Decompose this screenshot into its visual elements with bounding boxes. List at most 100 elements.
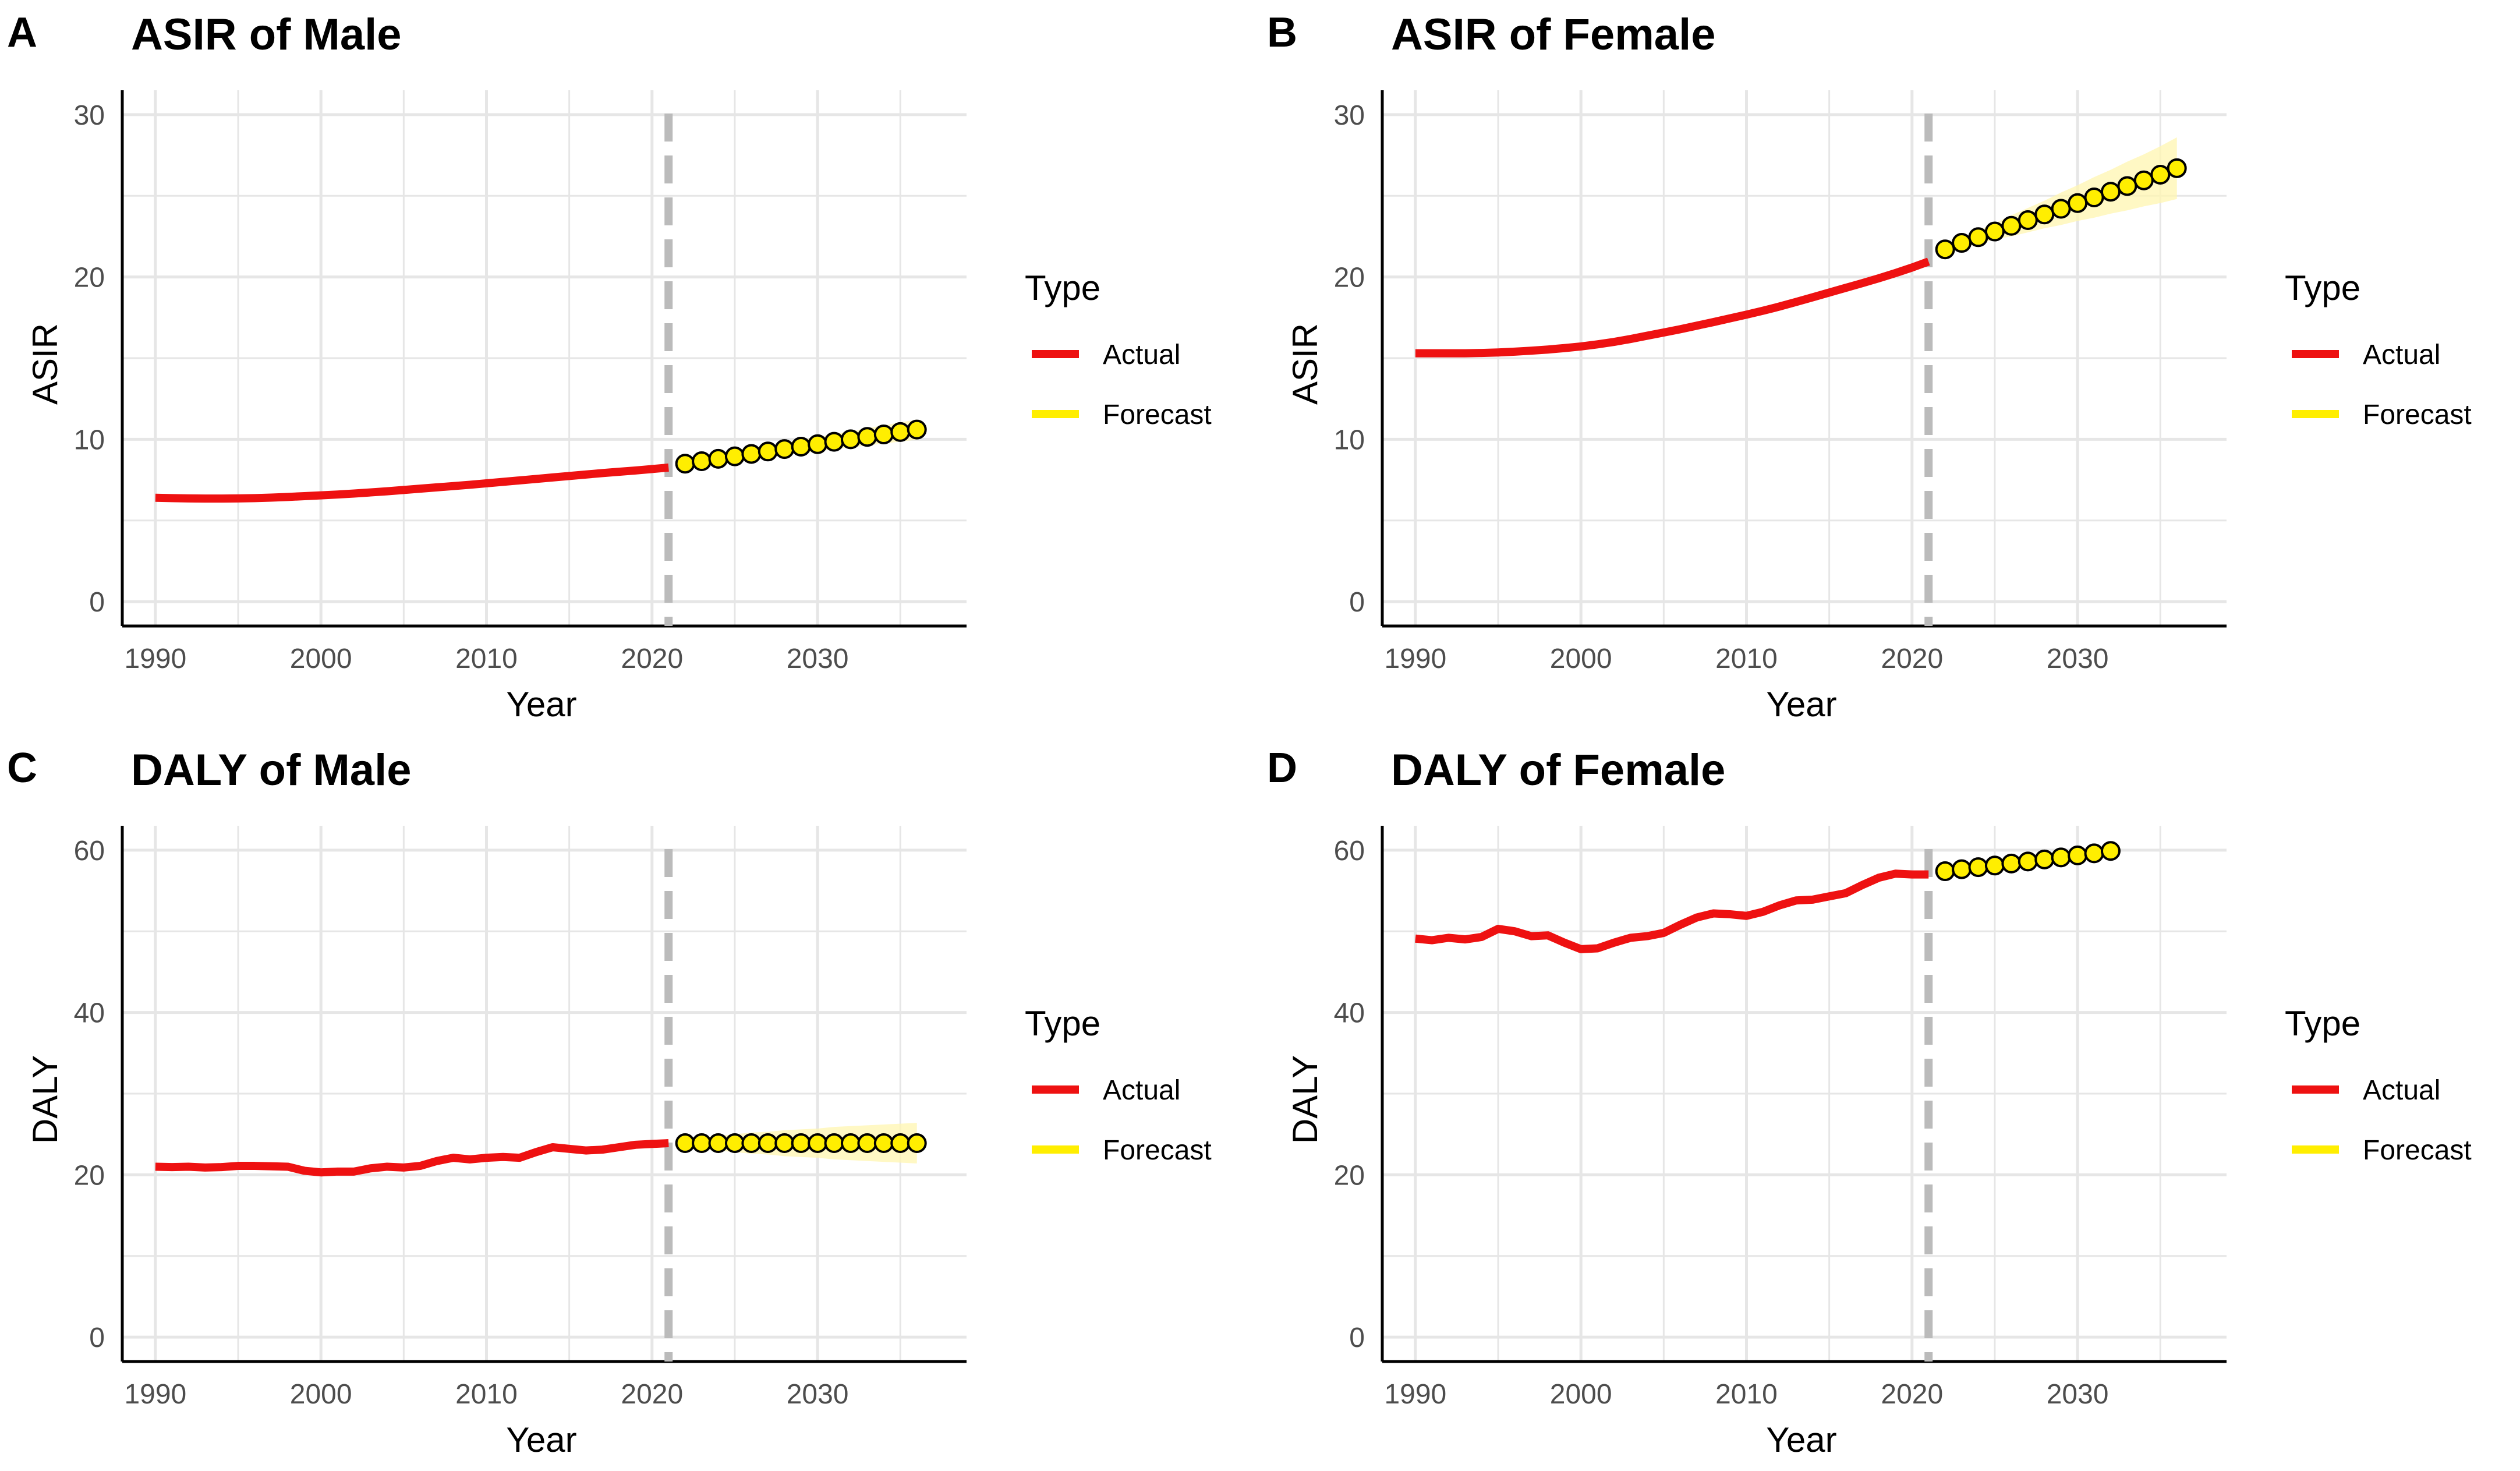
forecast-point [1968,857,1988,878]
actual-series-line [1415,869,1929,953]
panel-letter: D [1267,745,1297,791]
forecast-point [1935,239,1955,260]
forecast-point [2100,182,2121,202]
forecast-point [907,419,927,440]
forecast-point [2167,158,2187,178]
x-tick-label: 2030 [787,643,849,674]
forecast-point [692,1133,712,1154]
y-axis-title: ASIR [1286,323,1325,405]
forecast-point [692,451,712,472]
panel-d: 1990 2000 2010 2020 2030 0 20 40 60 Year DALY D DALY… [1260,736,2520,1471]
legend-label-forecast: Forecast [2363,1135,2472,1166]
forecast-point [1984,221,2005,242]
panel-letter: B [1267,9,1297,56]
forecast-point [907,1133,927,1154]
forecast-point [708,448,728,469]
minor-gridlines [1382,90,2227,626]
legend: Type Actual Forecast [2285,268,2472,430]
legend-title: Type [1025,1004,1100,1043]
chart-title: DALY of Female [1391,745,1725,795]
forecast-point [824,1133,844,1154]
x-tick-label: 2010 [1715,1379,1778,1410]
forecast-points [675,1133,927,1154]
x-axis-title: Year [1766,1420,1836,1459]
y-tick-label: 20 [1334,263,1365,294]
y-tick-label: 0 [1349,1323,1365,1353]
forecast-point [2117,176,2137,196]
forecast-points [1935,841,2121,882]
forecast-point [2034,204,2055,225]
forecast-point [2018,210,2038,231]
forecast-point [873,425,894,445]
forecast-point [708,1133,728,1154]
forecast-point [2100,841,2121,861]
x-tick-label: 1990 [1384,1379,1446,1410]
forecast-point [2001,215,2022,236]
forecast-point [2084,843,2104,864]
x-tick-label: 2010 [1715,643,1778,674]
forecast-point [1952,233,1972,253]
forecast-point [758,441,778,462]
forecast-point [1984,855,2005,876]
forecast-point [758,1133,778,1154]
forecast-point [741,444,762,464]
forecast-points [1935,158,2187,260]
forecast-point [774,1133,795,1154]
forecast-point [791,436,811,457]
y-axis-title: DALY [26,1055,65,1144]
forecast-points [675,419,927,474]
forecast-point [741,1133,762,1154]
x-tick-label: 2000 [290,643,352,674]
minor-gridlines [1382,826,2227,1362]
forecast-point [1968,227,1988,247]
x-tick-label: 1990 [124,643,186,674]
forecast-point [2150,164,2171,185]
y-tick-label: 20 [74,263,105,294]
forecast-point [2068,845,2088,865]
legend-label-forecast: Forecast [1103,399,1212,430]
forecast-point [808,1133,828,1154]
y-tick-label: 30 [1334,100,1365,131]
major-gridlines [122,826,967,1362]
forecast-point [873,1133,894,1154]
forecast-point [774,439,795,459]
major-gridlines [1382,90,2227,626]
minor-gridlines [122,826,967,1362]
y-axis-title: DALY [1286,1055,1325,1144]
x-tick-label: 2030 [2047,643,2109,674]
x-axis-title: Year [506,1420,576,1459]
legend-title: Type [2285,1004,2360,1043]
x-tick-label: 2020 [1881,1379,1943,1410]
chart-title: DALY of Male [131,745,411,795]
legend-label-actual: Actual [1103,340,1180,370]
legend-label-actual: Actual [2363,340,2440,370]
minor-gridlines [122,90,967,626]
y-tick-label: 60 [1334,836,1365,867]
forecast-point [2051,847,2071,868]
y-axis-title: ASIR [26,323,65,405]
y-tick-label: 30 [74,100,105,131]
chart-svg: 1990 2000 2010 2020 2030 0 20 40 60 Year DALY C DALY… [7,745,1212,1459]
panel-a: 1990 2000 2010 2020 2030 0 10 20 30 Year ASIR A ASIR… [0,0,1260,736]
forecast-point [2018,851,2038,872]
chart-svg: 1990 2000 2010 2020 2030 0 20 40 60 Year DALY D DALY… [1267,745,2472,1459]
x-tick-label: 2000 [1550,1379,1612,1410]
legend-title: Type [2285,268,2360,307]
forecast-point [675,454,695,474]
forecast-point [791,1133,811,1154]
actual-series-line [155,1139,669,1177]
forecast-point [890,422,911,442]
forecast-point [857,1133,877,1154]
x-tick-label: 2020 [621,1379,683,1410]
y-tick-label: 40 [74,998,105,1029]
legend-label-forecast: Forecast [2363,399,2472,430]
forecast-point [890,1133,911,1154]
actual-series-line [155,463,669,503]
legend-title: Type [1025,268,1100,307]
legend-label-actual: Actual [2363,1075,2440,1106]
panel-letter: A [7,9,37,56]
y-tick-label: 10 [1334,425,1365,455]
chart-title: ASIR of Male [131,10,402,59]
legend: Type Actual Forecast [1025,1004,1212,1166]
